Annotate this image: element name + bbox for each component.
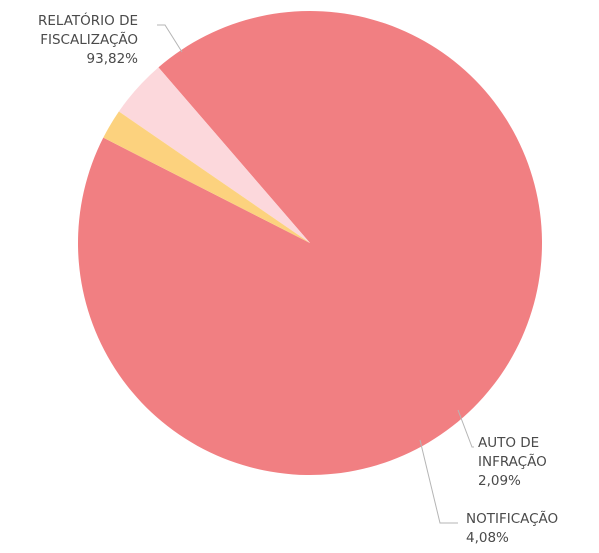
slice-label-0: RELATÓRIO DE FISCALIZAÇÃO 93,82%: [38, 11, 138, 67]
slice-label-line: NOTIFICAÇÃO: [466, 510, 558, 527]
slice-label-line: AUTO DE: [478, 435, 539, 451]
slice-label-line: RELATÓRIO DE: [38, 11, 138, 29]
slice-label-1: NOTIFICAÇÃO 4,08%: [466, 510, 558, 546]
pie-slices: [78, 11, 542, 475]
slice-value-label: 2,09%: [478, 473, 521, 489]
slice-label-line: INFRAÇÃO: [478, 453, 547, 470]
leader-line-0: [157, 25, 182, 52]
slice-value-label: 93,82%: [87, 51, 139, 67]
leader-line-2: [458, 410, 474, 447]
slice-value-label: 4,08%: [466, 530, 509, 546]
slice-label-line: FISCALIZAÇÃO: [40, 31, 138, 48]
slice-label-2: AUTO DE INFRAÇÃO 2,09%: [478, 435, 547, 489]
leader-line-1: [420, 440, 458, 523]
